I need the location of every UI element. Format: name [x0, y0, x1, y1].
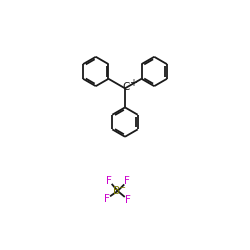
Text: +: + [129, 78, 137, 88]
Text: B: B [113, 186, 120, 196]
Text: F: F [124, 176, 130, 186]
Text: C: C [123, 82, 130, 92]
Text: −: − [118, 183, 125, 192]
Text: F: F [106, 176, 112, 186]
Text: F: F [104, 194, 110, 204]
Text: F: F [125, 195, 131, 205]
